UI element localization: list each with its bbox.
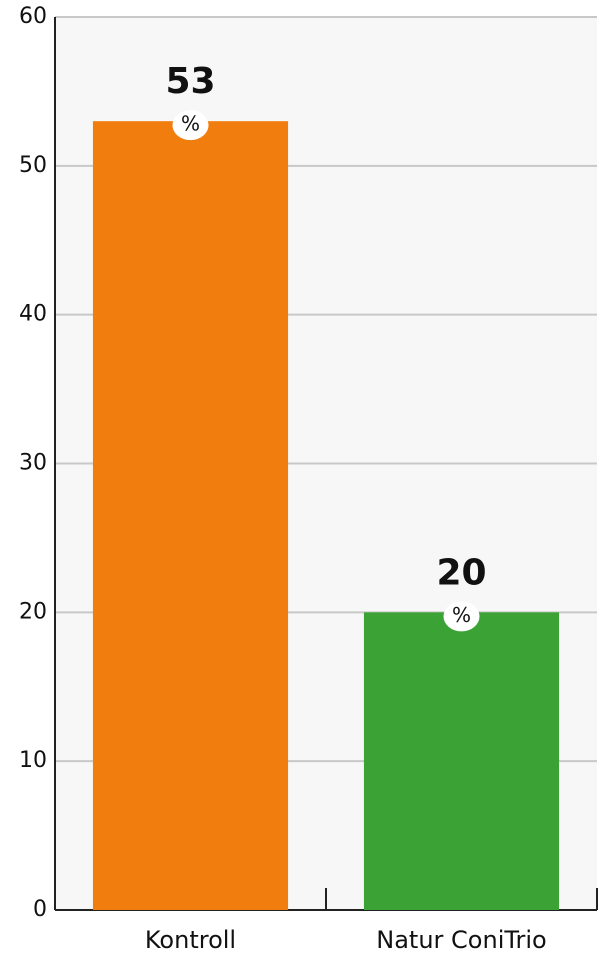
value-label: 20 [436, 552, 486, 593]
value-unit: % [181, 112, 200, 136]
bar [92, 121, 289, 910]
y-tick-label: 30 [19, 451, 47, 476]
value-label: 53 [165, 61, 215, 102]
unit-bubble [443, 601, 480, 632]
unit-bubble [172, 110, 209, 141]
y-tick-label: 60 [19, 4, 47, 29]
y-tick-label: 50 [19, 153, 47, 178]
y-tick-label: 10 [19, 748, 47, 773]
value-unit: % [452, 603, 471, 627]
x-tick-label: Kontroll [145, 926, 236, 954]
y-tick-label: 20 [19, 599, 47, 624]
bar [363, 612, 560, 910]
x-tick-label: Natur ConiTrio [376, 926, 546, 954]
y-tick-label: 0 [33, 897, 47, 922]
y-tick-label: 40 [19, 302, 47, 327]
